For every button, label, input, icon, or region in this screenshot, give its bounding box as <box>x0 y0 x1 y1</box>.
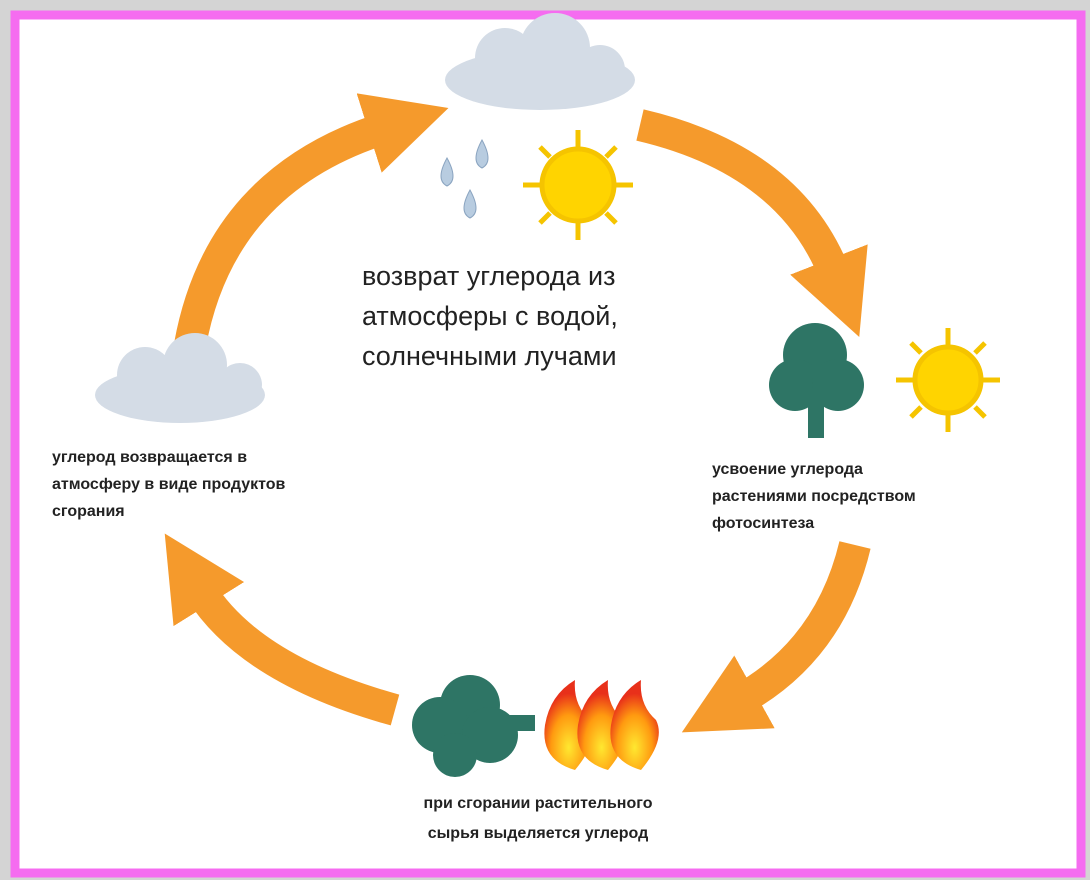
label-line: солнечными лучами <box>362 341 617 371</box>
sun-right <box>896 328 1000 432</box>
label-line: фотосинтеза <box>712 515 814 532</box>
label-line: возврат углерода из <box>362 261 615 291</box>
diagram: возврат углерода из атмосферы с водой, с… <box>0 0 1090 880</box>
page: {"nodes": [ {"lines": ["возврат углерода… <box>0 0 1090 880</box>
label-line: сырья выделяется углерод <box>428 825 649 842</box>
label-line: сгорания <box>52 503 125 520</box>
label-line: углерод возвращается в <box>52 449 247 466</box>
label-line: атмосферы с водой, <box>362 301 618 331</box>
label-line: при сгорании растительного <box>424 795 653 812</box>
label-line: атмосферу в виде продуктов <box>52 476 286 493</box>
label-line: растениями посредством <box>712 488 916 505</box>
label-line: усвоение углерода <box>712 461 863 478</box>
